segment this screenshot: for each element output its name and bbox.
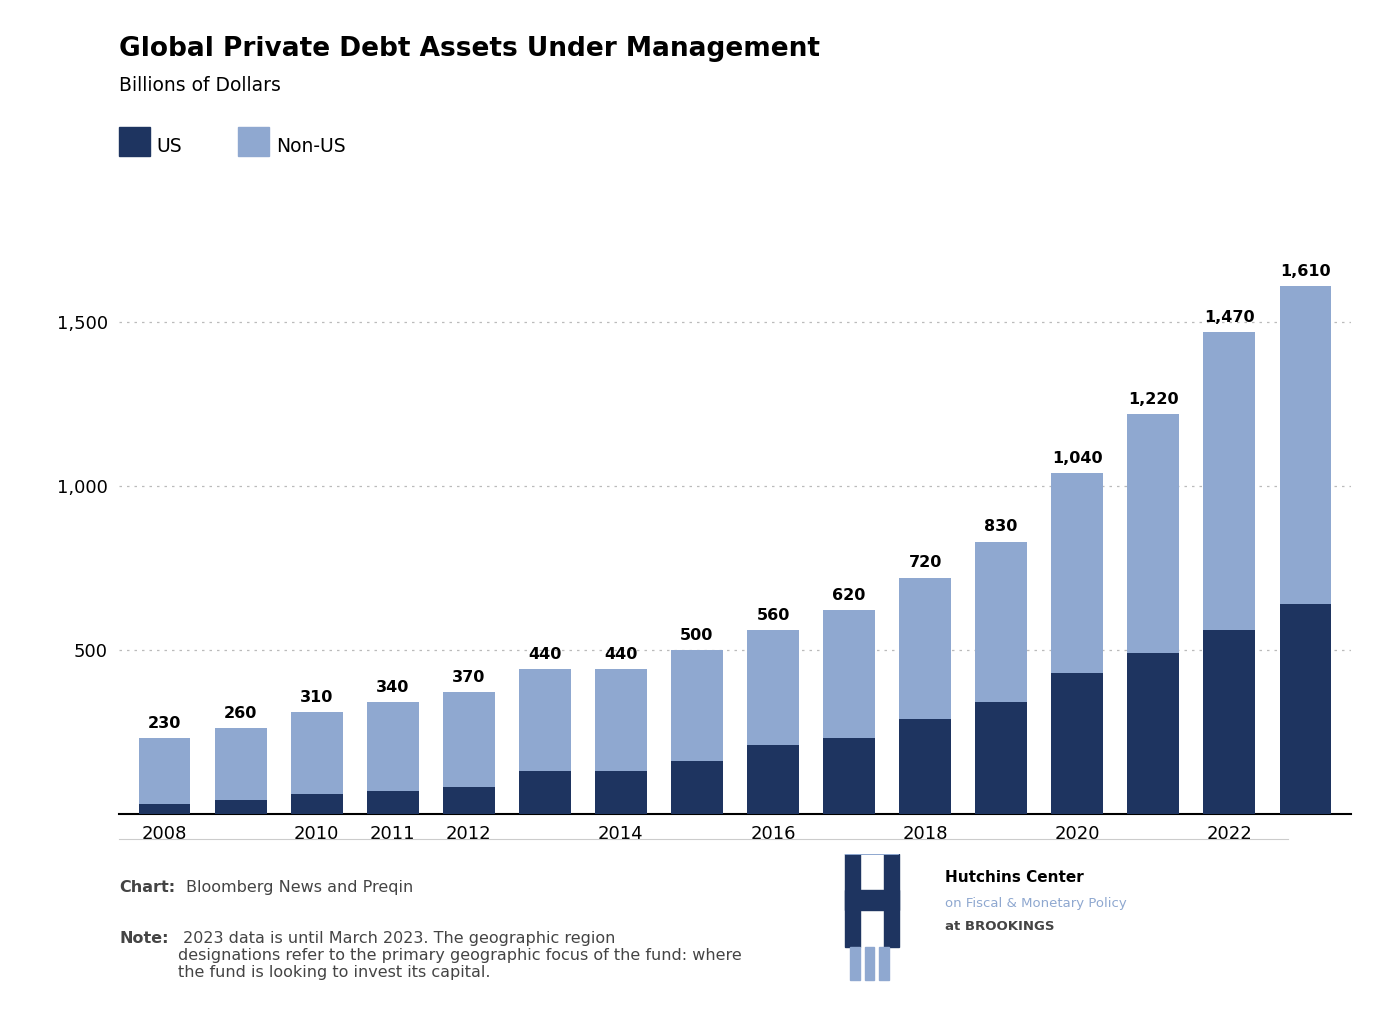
Bar: [291, 712, 343, 794]
Bar: [519, 771, 571, 814]
Text: 830: 830: [984, 520, 1018, 534]
Bar: [442, 693, 494, 787]
Bar: [1127, 414, 1179, 653]
Bar: [1051, 473, 1103, 672]
Text: 560: 560: [756, 608, 790, 622]
Text: 260: 260: [224, 706, 258, 721]
Bar: [442, 787, 494, 814]
Bar: [1127, 653, 1179, 814]
Bar: [214, 800, 266, 814]
Text: on Fiscal & Monetary Policy: on Fiscal & Monetary Policy: [945, 897, 1127, 910]
Bar: [865, 947, 874, 980]
Text: Bloomberg News and Preqin: Bloomberg News and Preqin: [186, 880, 413, 895]
Bar: [1280, 286, 1331, 604]
Text: 310: 310: [300, 690, 333, 705]
Text: Note:: Note:: [119, 931, 168, 946]
Text: 2023 data is until March 2023. The geographic region
designations refer to the p: 2023 data is until March 2023. The geogr…: [178, 931, 742, 980]
Bar: [846, 854, 860, 947]
Text: Non-US: Non-US: [276, 137, 346, 157]
Bar: [976, 702, 1028, 814]
Text: 440: 440: [528, 647, 561, 662]
Text: at BROOKINGS: at BROOKINGS: [945, 920, 1054, 934]
Text: 1,470: 1,470: [1204, 309, 1254, 324]
Bar: [367, 702, 419, 790]
Bar: [748, 744, 799, 814]
Text: 620: 620: [833, 588, 865, 603]
Text: 370: 370: [452, 670, 486, 685]
Bar: [139, 803, 190, 814]
Text: Global Private Debt Assets Under Management: Global Private Debt Assets Under Managem…: [119, 36, 820, 62]
Text: Billions of Dollars: Billions of Dollars: [119, 76, 281, 96]
Bar: [885, 854, 899, 947]
Bar: [850, 947, 860, 980]
Text: 500: 500: [680, 627, 714, 643]
Bar: [1204, 631, 1256, 814]
Text: Chart:: Chart:: [119, 880, 175, 895]
Bar: [899, 719, 951, 814]
Bar: [823, 610, 875, 738]
Bar: [1051, 672, 1103, 814]
Bar: [823, 738, 875, 814]
Bar: [595, 771, 647, 814]
Polygon shape: [846, 848, 899, 854]
Text: 440: 440: [605, 647, 637, 662]
Text: 720: 720: [909, 555, 942, 571]
Bar: [879, 947, 889, 980]
Bar: [671, 761, 722, 814]
Bar: [748, 631, 799, 744]
Bar: [214, 728, 266, 800]
Bar: [1280, 604, 1331, 814]
Bar: [595, 669, 647, 771]
Text: 230: 230: [148, 716, 182, 731]
Bar: [899, 578, 951, 719]
Text: 1,610: 1,610: [1280, 263, 1330, 279]
Text: 1,220: 1,220: [1128, 392, 1179, 407]
Bar: [976, 542, 1028, 702]
Bar: [139, 738, 190, 803]
Bar: [367, 790, 419, 814]
Bar: [291, 794, 343, 814]
Bar: [671, 650, 722, 761]
Bar: [1204, 332, 1256, 631]
Bar: [846, 890, 899, 910]
Text: 340: 340: [377, 680, 409, 695]
Text: 1,040: 1,040: [1051, 451, 1103, 466]
Text: US: US: [157, 137, 182, 157]
Text: Hutchins Center: Hutchins Center: [945, 870, 1084, 885]
Bar: [519, 669, 571, 771]
